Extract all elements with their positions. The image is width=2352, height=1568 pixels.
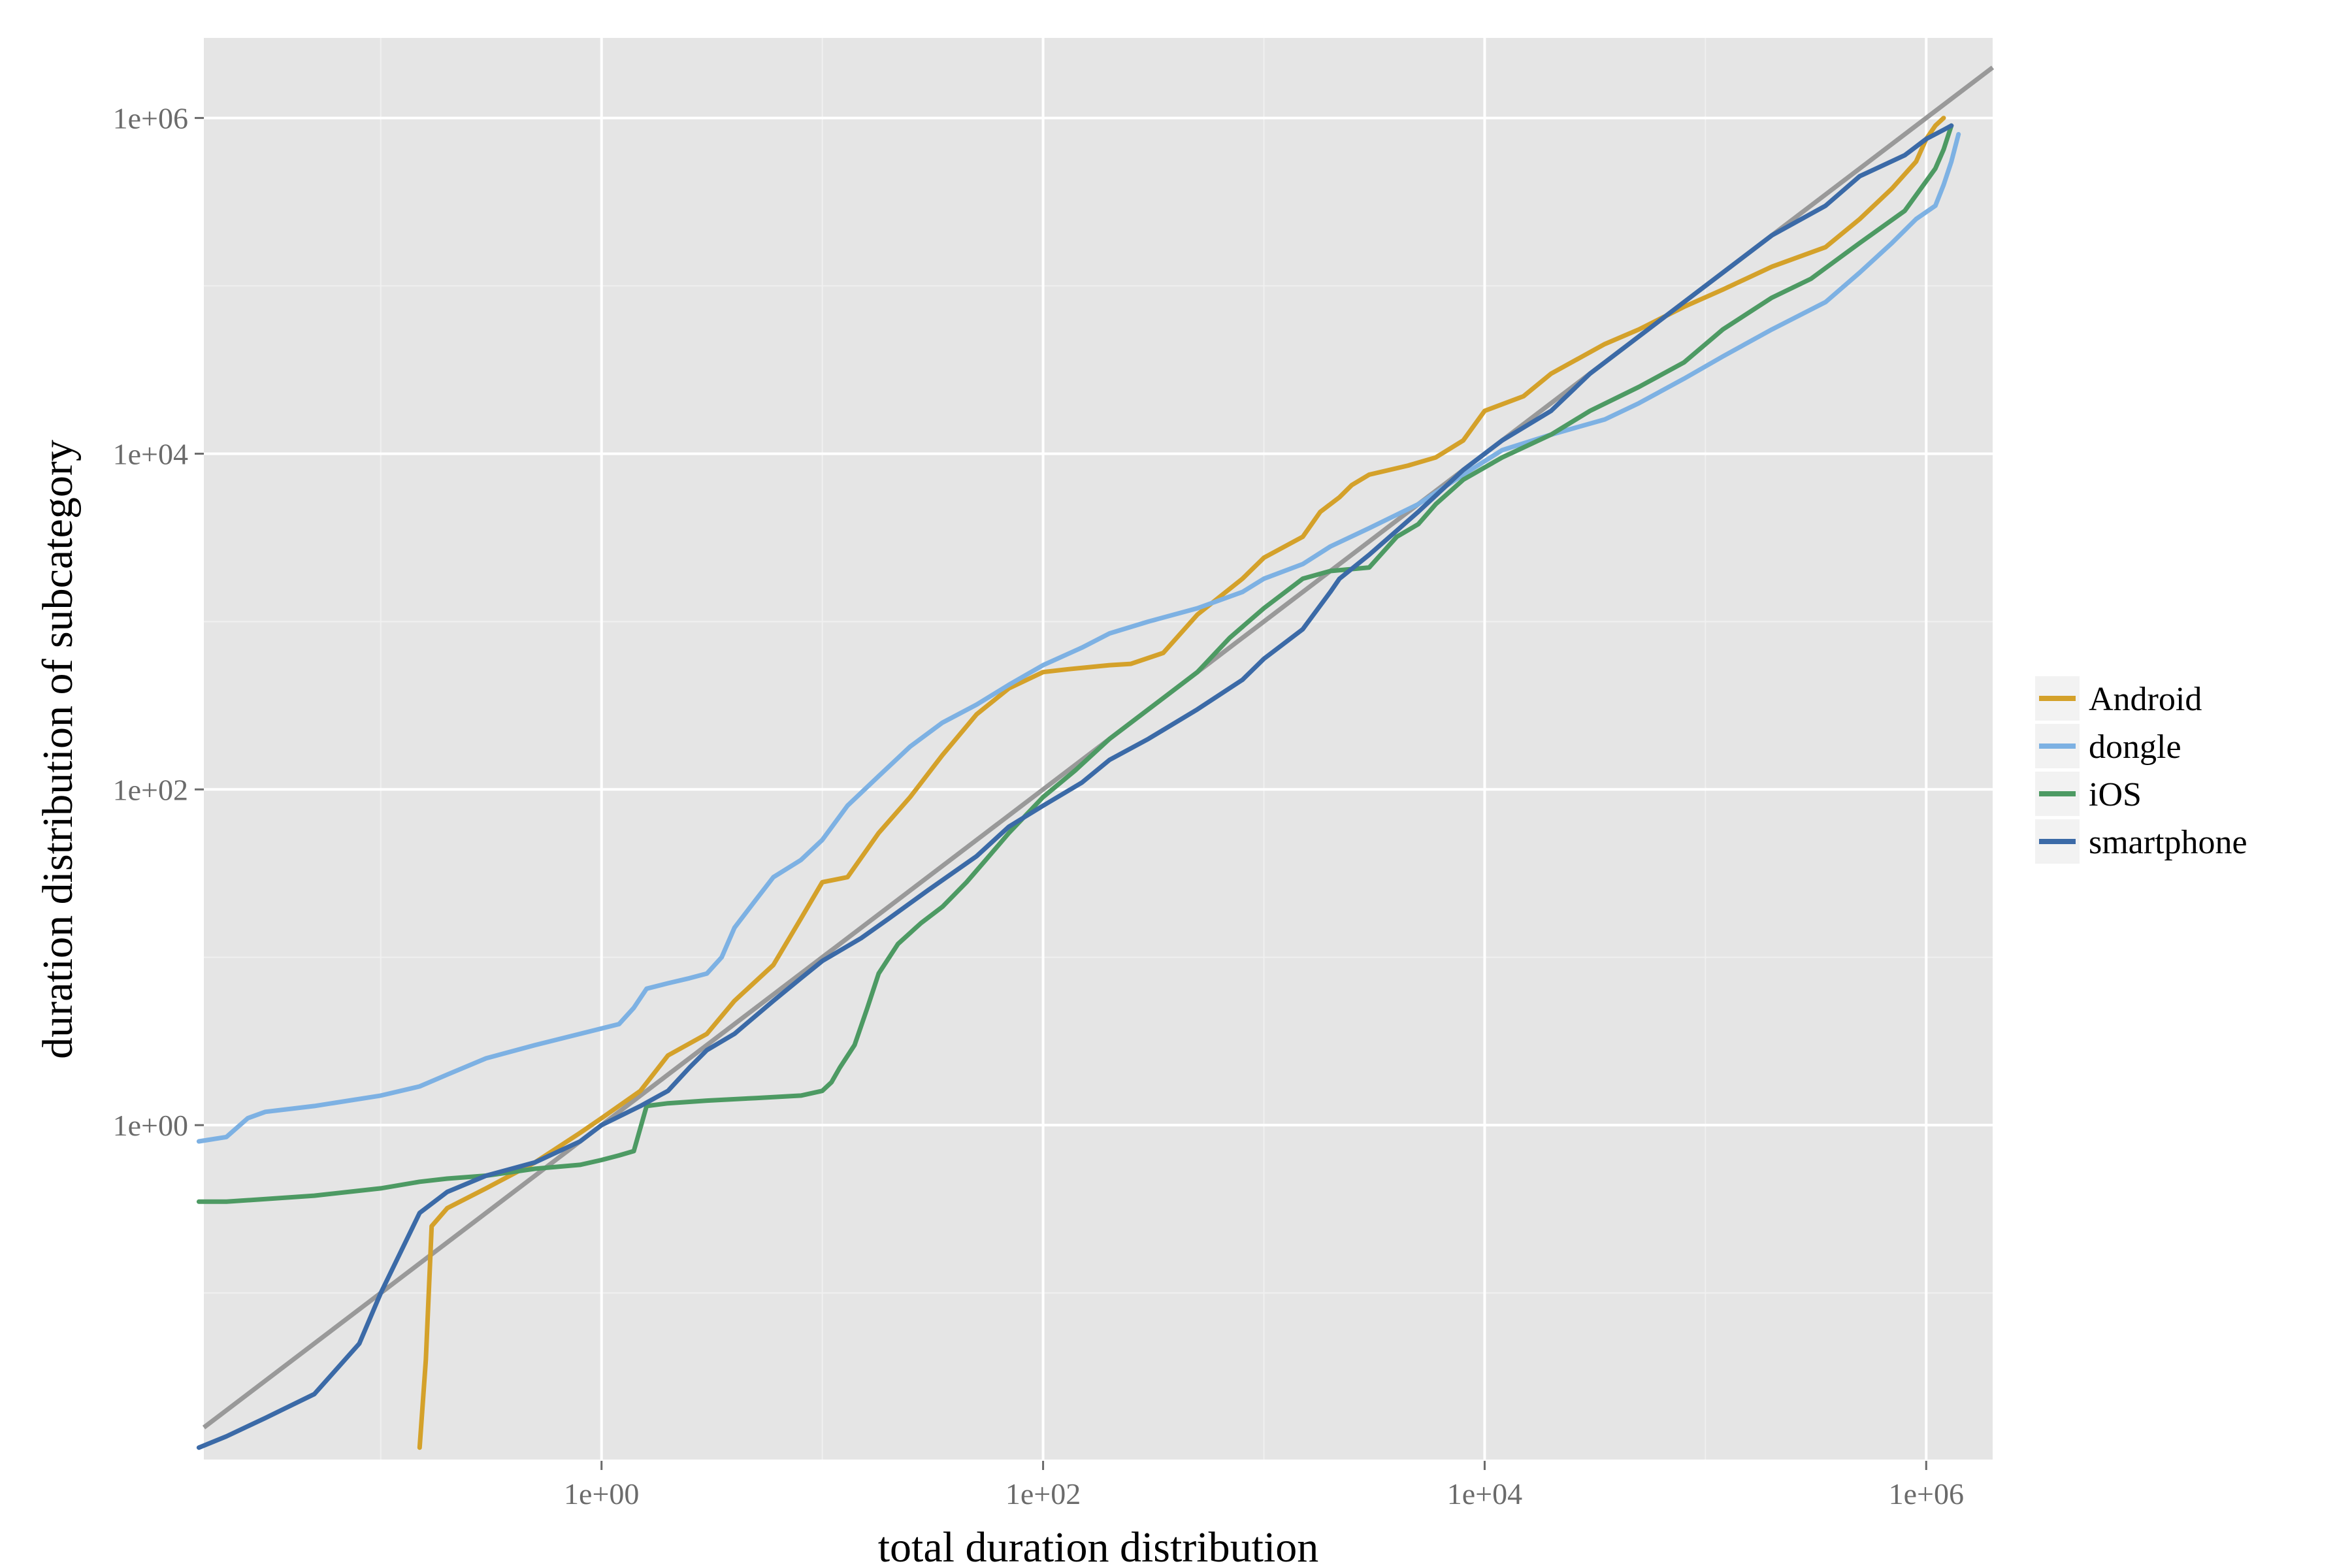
legend: Android dongle iOS smartphone bbox=[2035, 676, 2247, 864]
series-line-dongle bbox=[196, 132, 1961, 1144]
y-tick-label: 1e+06 bbox=[113, 102, 188, 135]
legend-label-dongle: dongle bbox=[2089, 728, 2181, 766]
y-axis-title: duration distribution of subcategory bbox=[34, 440, 82, 1059]
legend-label-smartphone: smartphone bbox=[2089, 824, 2247, 861]
grid-minor bbox=[204, 38, 1993, 1461]
x-tick-label: 1e+06 bbox=[1889, 1477, 1964, 1511]
legend-label-iOS: iOS bbox=[2089, 776, 2142, 813]
series-line-smartphone bbox=[196, 123, 1954, 1450]
x-tick-label: 1e+04 bbox=[1447, 1477, 1522, 1511]
legend-label-Android: Android bbox=[2089, 681, 2202, 718]
series-line-iOS bbox=[196, 123, 1954, 1204]
series-layer bbox=[196, 116, 1961, 1450]
x-tick-label: 1e+00 bbox=[564, 1477, 639, 1511]
x-axis: 1e+00 1e+02 1e+04 1e+06 bbox=[564, 1461, 1964, 1511]
grid-major bbox=[204, 38, 1993, 1462]
x-axis-title: total duration distribution bbox=[878, 1524, 1319, 1568]
y-tick-label: 1e+02 bbox=[113, 773, 188, 806]
y-axis: 1e+00 1e+02 1e+04 1e+06 bbox=[113, 102, 204, 1142]
y-tick-label: 1e+00 bbox=[113, 1109, 188, 1142]
y-tick-label: 1e+04 bbox=[113, 437, 188, 470]
series-line-Android bbox=[417, 116, 1946, 1450]
x-tick-label: 1e+02 bbox=[1005, 1477, 1081, 1511]
